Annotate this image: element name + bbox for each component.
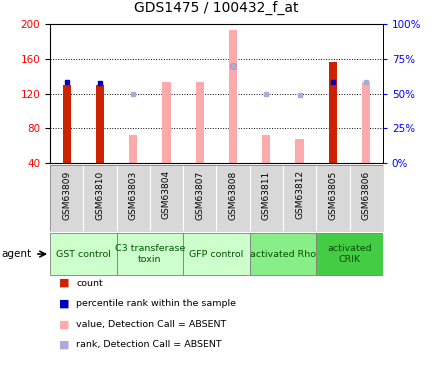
Bar	[195, 82, 204, 163]
Text: GDS1475 / 100432_f_at: GDS1475 / 100432_f_at	[134, 1, 298, 15]
Text: GSM63804: GSM63804	[161, 170, 171, 219]
Bar	[262, 135, 270, 163]
Text: GSM63807: GSM63807	[195, 170, 204, 219]
Bar	[228, 30, 237, 163]
Text: activated
CRIK: activated CRIK	[326, 244, 371, 264]
FancyBboxPatch shape	[249, 233, 316, 275]
Text: ■: ■	[59, 320, 69, 329]
Bar	[328, 62, 336, 163]
Text: GSM63806: GSM63806	[361, 170, 370, 219]
Text: activated Rho: activated Rho	[250, 250, 315, 259]
Text: value, Detection Call = ABSENT: value, Detection Call = ABSENT	[76, 320, 226, 329]
FancyBboxPatch shape	[50, 233, 116, 275]
Bar	[95, 85, 104, 163]
Text: GST control: GST control	[56, 250, 111, 259]
Bar	[361, 82, 369, 163]
Text: GSM63812: GSM63812	[294, 170, 303, 219]
Text: GSM63809: GSM63809	[62, 170, 71, 219]
Text: ■: ■	[59, 278, 69, 288]
Text: percentile rank within the sample: percentile rank within the sample	[76, 299, 236, 308]
Text: GFP control: GFP control	[189, 250, 243, 259]
FancyBboxPatch shape	[316, 233, 382, 275]
Bar	[162, 82, 170, 163]
Bar	[62, 85, 71, 163]
Text: ■: ■	[59, 299, 69, 309]
Bar	[129, 135, 137, 163]
Bar	[295, 139, 303, 163]
Text: GSM63803: GSM63803	[128, 170, 138, 219]
Text: count: count	[76, 279, 102, 288]
Text: C3 transferase
toxin: C3 transferase toxin	[115, 244, 184, 264]
Text: rank, Detection Call = ABSENT: rank, Detection Call = ABSENT	[76, 340, 221, 350]
FancyBboxPatch shape	[116, 233, 183, 275]
Text: GSM63805: GSM63805	[328, 170, 337, 219]
Text: GSM63811: GSM63811	[261, 170, 270, 219]
FancyBboxPatch shape	[183, 233, 249, 275]
Text: ■: ■	[59, 340, 69, 350]
Text: GSM63810: GSM63810	[95, 170, 104, 219]
Text: GSM63808: GSM63808	[228, 170, 237, 219]
Text: agent: agent	[2, 249, 32, 259]
